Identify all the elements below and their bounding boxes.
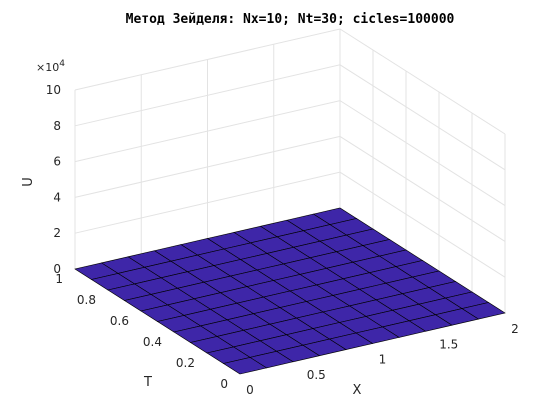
z-exponent-base: ×10 xyxy=(36,61,59,74)
t-tick-label: 1 xyxy=(55,272,63,286)
t-tick-label: 0.8 xyxy=(77,293,96,307)
z-tick-label: 0 xyxy=(53,262,61,276)
grid-line-z xyxy=(74,171,506,278)
t-tick-label: 0.4 xyxy=(143,335,162,349)
z-tick-label: 4 xyxy=(53,190,61,204)
z-exponent-label: ×104 xyxy=(36,59,65,74)
grid-line-z xyxy=(74,28,506,135)
surface-patch xyxy=(222,357,268,375)
z-tick-label: 8 xyxy=(53,119,61,133)
x-tick-label: 0 xyxy=(246,383,254,397)
grid-line-z xyxy=(74,100,506,207)
surface-mesh xyxy=(74,207,506,375)
x-axis-label: X xyxy=(353,383,362,398)
z-tick-label: 2 xyxy=(53,226,61,240)
chart-title: Метод Зейделя: Nx=10; Nt=30; cicles=1000… xyxy=(126,12,455,27)
x-tick-label: 1.5 xyxy=(439,337,458,351)
z-axis-label: U xyxy=(21,177,36,187)
grid-line-z xyxy=(74,135,506,242)
t-tick-label: 0 xyxy=(220,377,228,391)
grid-line-z xyxy=(74,64,506,171)
x-tick-label: 2 xyxy=(511,322,519,336)
t-tick-label: 0.2 xyxy=(176,356,195,370)
x-tick-label: 0.5 xyxy=(307,368,326,382)
z-tick-label: 10 xyxy=(46,83,61,97)
y-axis-label: T xyxy=(143,375,152,390)
t-tick-label: 0.6 xyxy=(110,314,129,328)
z-tick-label: 6 xyxy=(53,155,61,169)
z-exponent-power: 4 xyxy=(59,59,65,69)
x-tick-label: 1 xyxy=(379,353,387,367)
